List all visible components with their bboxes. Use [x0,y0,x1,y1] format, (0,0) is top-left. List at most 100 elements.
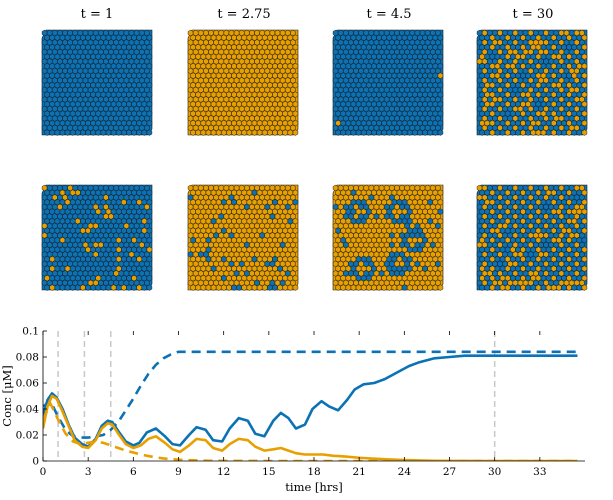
hex-cell-orange [264,222,271,230]
hex-cell-blue [49,237,55,244]
hex-cell-orange [213,203,219,211]
hex-cell-orange [489,246,496,253]
hex-cell-blue [77,105,84,113]
hex-cell-blue [144,241,150,249]
hex-cell-blue [340,100,346,108]
hex-cell-blue [553,105,560,113]
hex-cell-blue [345,129,352,136]
hex-cell-orange [345,227,352,234]
hex-cell-orange [497,48,503,56]
hex-cell-orange [558,194,565,201]
hex-cell-orange [256,110,263,117]
hex-cell-blue [492,203,498,211]
hex-cell-blue [396,53,403,60]
hex-cell-blue [507,184,513,192]
hex-cell-blue [110,129,117,136]
hex-cell-blue [67,270,73,277]
hex-cell-orange [290,124,296,132]
hex-cell-blue [82,194,89,201]
hex-cell-orange [476,58,483,65]
hex-cell-orange [340,265,346,272]
hex-cell-orange [538,48,544,56]
hex-cell-blue [141,246,148,253]
hex-cell-orange [249,48,255,56]
hex-cell-orange [272,274,278,282]
hex-cell-orange [267,237,273,244]
hex-cell-orange [520,255,526,263]
hex-cell-blue [533,96,539,103]
hex-cell-orange [190,129,196,136]
hex-cell-blue [371,82,377,89]
hex-cell-orange [251,265,258,272]
hex-cell-blue [568,222,575,230]
hex-cell-blue [540,119,547,127]
hex-cell-blue [476,270,483,277]
hex-cell-blue [371,91,377,98]
hex-cell-orange [332,270,339,277]
hex-cell-blue [538,58,544,65]
hex-cell-orange [551,265,557,272]
hex-cell-orange [241,82,248,89]
hex-cell-blue [522,77,529,84]
hex-cell-orange [208,29,214,37]
hex-cell-blue [353,105,359,113]
hex-cell-orange [566,119,572,127]
hex-cell-orange [221,246,227,253]
hex-cell-blue [576,199,583,206]
hex-cell-orange [131,237,137,244]
hex-cell-orange [200,34,207,41]
hex-panel [332,184,444,291]
hex-cell-blue [87,232,94,239]
hex-cell-orange [233,67,240,75]
hex-cell-orange [254,260,260,268]
hex-cell-orange [517,279,524,287]
hex-cell-orange [277,284,283,291]
hex-cell-orange [269,241,276,249]
hex-cell-blue [105,227,112,234]
hex-cell-orange [337,194,344,201]
hex-cell-blue [515,274,521,282]
hex-cell-blue [133,39,140,46]
hex-cell-blue [424,77,431,84]
hex-cell-orange [267,189,273,196]
hex-cell-orange [409,260,416,268]
hex-cell-orange [200,82,207,89]
hex-cell-blue [371,129,377,136]
hex-cell-blue [476,48,483,56]
hex-cell-blue [435,48,441,56]
hex-cell-orange [236,82,242,89]
hex-cell-blue [494,255,501,263]
hex-cell-orange [187,67,194,75]
hex-cell-orange [285,96,291,103]
hex-cell-orange [345,284,352,291]
hex-cell-orange [412,274,418,282]
hex-cell-blue [105,100,112,108]
hex-cell-blue [512,86,519,94]
hex-cell-orange [190,189,196,196]
hex-cell-blue [391,129,398,136]
hex-cell-blue [492,260,498,268]
hex-cell-orange [368,279,375,287]
hex-cell-orange [272,227,278,234]
hex-cell-orange [228,124,235,132]
hex-cell-orange [226,119,232,127]
hex-cell-blue [72,29,78,37]
hex-cell-orange [221,237,227,244]
hex-cell-blue [64,53,71,60]
hex-cell-orange [256,246,263,253]
hex-cell-blue [103,270,109,277]
hex-cell-blue [52,96,58,103]
hex-cell-orange [264,232,271,239]
hex-cell-blue [366,255,372,263]
hex-cell-blue [87,67,94,75]
hex-cell-blue [348,203,354,211]
y-ticks: 00.020.040.060.080.1 [16,326,47,468]
hex-cell-blue [360,100,367,108]
hex-cell-blue [435,29,441,37]
hex-cell-blue [118,77,125,84]
hex-cell-orange [417,199,423,206]
hex-cell-blue [414,124,421,132]
hex-cell-orange [574,29,580,37]
hex-cell-blue [383,260,390,268]
hex-cell-blue [556,265,562,272]
